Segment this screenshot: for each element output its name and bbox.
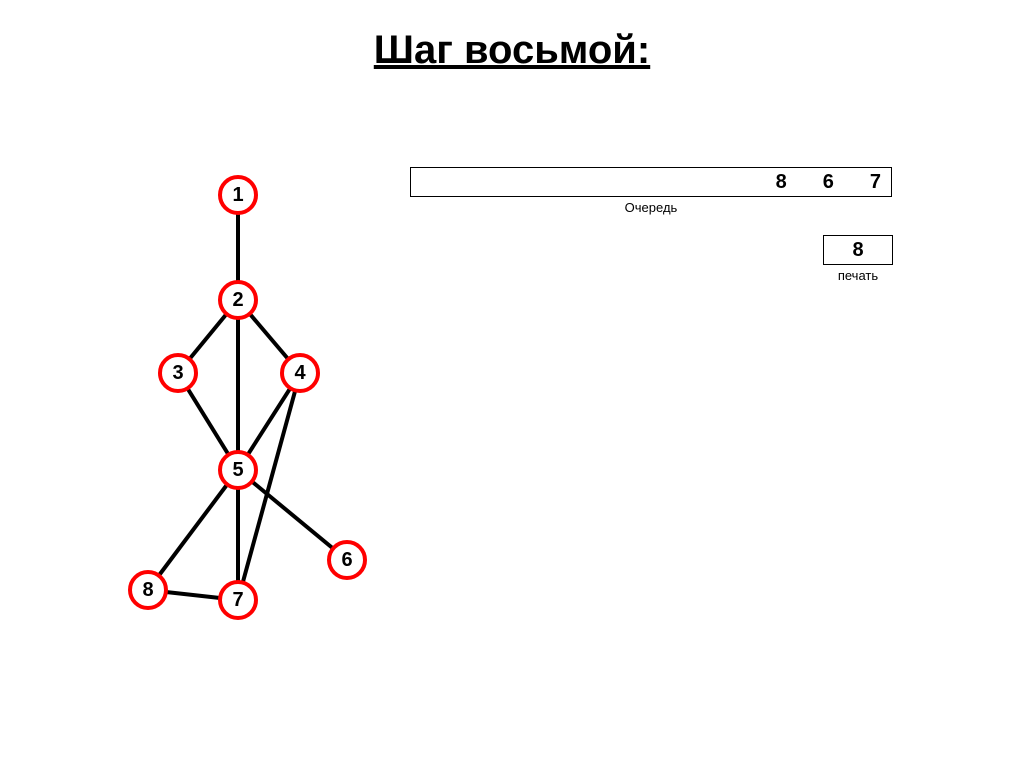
print-label: печать — [823, 268, 893, 283]
node-label-5: 5 — [232, 459, 243, 481]
node-label-3: 3 — [172, 362, 183, 384]
node-label-1: 1 — [232, 184, 243, 206]
print-value: 8 — [852, 239, 863, 262]
node-label-2: 2 — [232, 289, 243, 311]
edge-5-8 — [148, 470, 238, 590]
queue-items: 8 6 7 — [776, 168, 881, 196]
queue-label: Очередь — [410, 200, 892, 215]
node-label-6: 6 — [341, 549, 352, 571]
node-label-7: 7 — [232, 589, 243, 611]
print-box: 8 — [823, 235, 893, 265]
page-title: Шаг восьмой: — [0, 28, 1024, 73]
queue-box: 8 6 7 — [410, 167, 892, 197]
graph-svg: 1 2 3 4 5 6 7 8 — [120, 160, 420, 640]
queue-item-0: 8 — [776, 171, 787, 194]
node-label-8: 8 — [142, 579, 153, 601]
queue-item-2: 7 — [870, 171, 881, 194]
node-label-4: 4 — [294, 362, 306, 384]
queue-item-1: 6 — [823, 171, 834, 194]
